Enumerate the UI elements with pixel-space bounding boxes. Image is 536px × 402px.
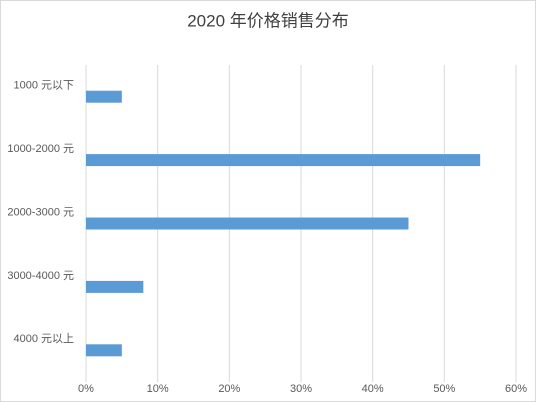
x-tick-label: 0% <box>78 383 94 395</box>
bar <box>86 217 409 230</box>
bar <box>86 344 122 357</box>
bar <box>86 280 144 293</box>
x-tick-label: 40% <box>362 383 384 395</box>
bar <box>86 90 122 103</box>
x-tick-label: 10% <box>147 383 169 395</box>
x-tick-label: 20% <box>218 383 240 395</box>
bar <box>86 154 481 167</box>
y-tick-label: 3000-4000 元 <box>7 270 74 282</box>
y-tick-label: 2000-3000 元 <box>7 206 74 218</box>
y-tick-label: 1000-2000 元 <box>7 143 74 155</box>
y-tick-label: 4000 元以上 <box>13 332 74 345</box>
x-tick-label: 50% <box>433 383 455 395</box>
chart-title: 2020 年价格销售分布 <box>187 11 349 30</box>
y-tick-label: 1000 元以下 <box>13 80 74 92</box>
x-tick-label: 30% <box>290 383 312 395</box>
x-tick-label: 60% <box>505 383 527 395</box>
